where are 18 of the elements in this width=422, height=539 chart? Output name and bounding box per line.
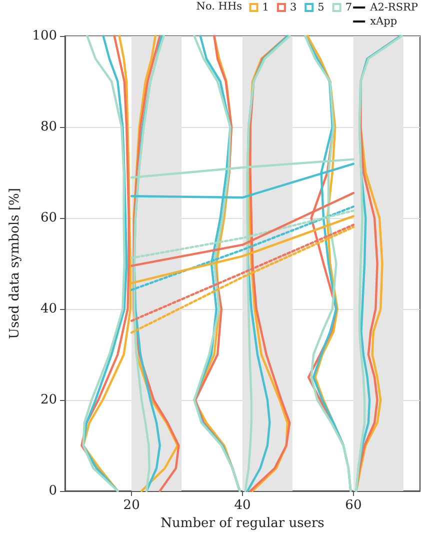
x-tick-label: 40 (234, 498, 251, 513)
y-tick-label: 0 (48, 484, 57, 498)
y-tick-label: 40 (40, 302, 57, 316)
x-tick-label: 60 (345, 498, 362, 513)
y-axis-title: Used data symbols [%] (7, 188, 22, 339)
y-tick-label: 60 (40, 210, 57, 226)
x-tick-label: 20 (123, 498, 140, 513)
legend-label: xApp (370, 16, 398, 28)
legend-title: No. HHs (196, 0, 242, 12)
y-tick-label: 80 (40, 120, 57, 134)
y-tick-label: 20 (40, 392, 57, 408)
legend-label: A2-RSRP (369, 2, 418, 14)
legend-label: 3 (290, 2, 297, 14)
legend-label: 7 (345, 2, 352, 14)
x-axis-title: Number of regular users (160, 516, 324, 531)
legend-label: 1 (262, 2, 269, 14)
y-tick-label: 100 (32, 28, 57, 44)
legend-label: 5 (318, 2, 324, 14)
